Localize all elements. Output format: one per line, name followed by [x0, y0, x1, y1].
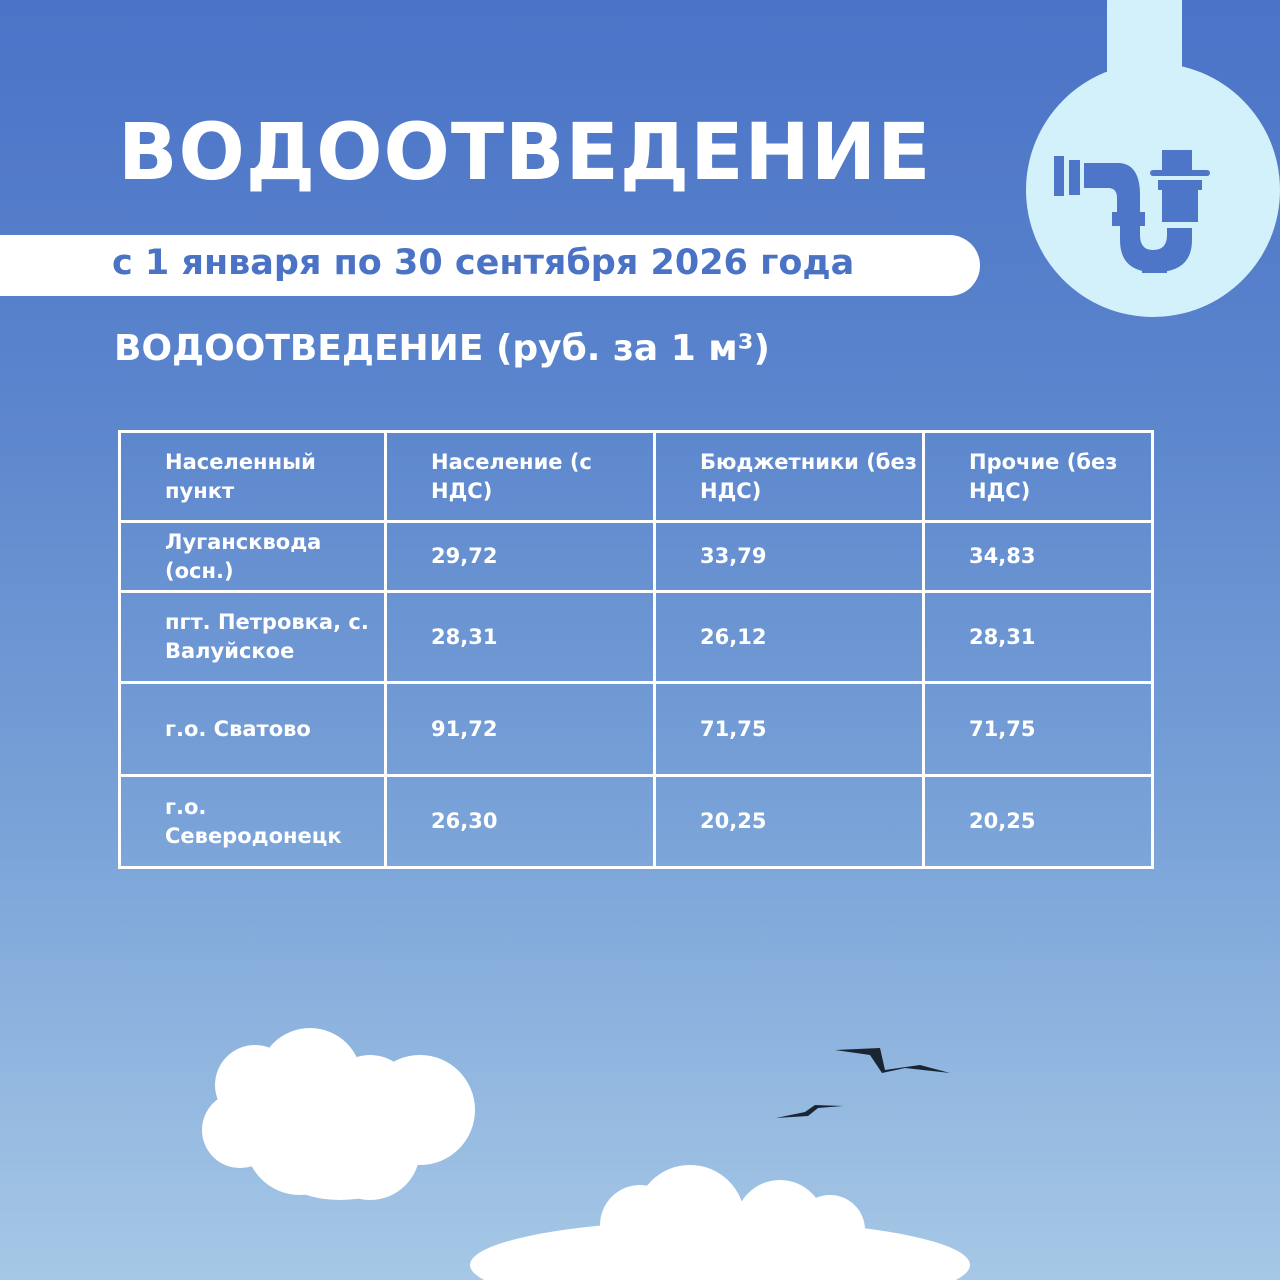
page-title: ВОДООТВЕДЕНИЕ [118, 108, 932, 198]
header-cell: Населенный пункт [118, 430, 387, 523]
tariff-table: Населенный пункт Население (с НДС) Бюдже… [118, 430, 1154, 869]
value-cell: 34,83 [922, 520, 1154, 593]
value-cell: 28,31 [922, 590, 1154, 684]
cloud-left [202, 1028, 475, 1200]
bird-icon [776, 1105, 843, 1118]
header-cell: Прочие (без НДС) [922, 430, 1154, 523]
value-cell: 71,75 [653, 681, 925, 777]
locality-cell: Лугансквода (осн.) [118, 520, 387, 593]
locality-cell: г.о. Сватово [118, 681, 387, 777]
value-cell: 33,79 [653, 520, 925, 593]
sink-pipe-icon [1020, 0, 1280, 330]
value-cell: 71,75 [922, 681, 1154, 777]
table-row: г.о. Сватово 91,72 71,75 71,75 [118, 681, 1154, 777]
value-cell: 26,12 [653, 590, 925, 684]
value-cell: 28,31 [384, 590, 656, 684]
period-text: с 1 января по 30 сентября 2026 года [112, 243, 855, 283]
table-row: г.о. Северодонецк 26,30 20,25 20,25 [118, 774, 1154, 869]
locality-cell: пгт. Петровка, с. Валуйское [118, 590, 387, 684]
value-cell: 91,72 [384, 681, 656, 777]
header-cell: Население (с НДС) [384, 430, 656, 523]
header-cell: Бюджетники (без НДС) [653, 430, 925, 523]
table-caption: ВОДООТВЕДЕНИЕ (руб. за 1 м³) [114, 328, 770, 369]
value-cell: 29,72 [384, 520, 656, 593]
value-cell: 20,25 [653, 774, 925, 869]
value-cell: 20,25 [922, 774, 1154, 869]
table-header-row: Населенный пункт Население (с НДС) Бюдже… [118, 430, 1154, 523]
bird-icon [835, 1048, 950, 1073]
table-row: пгт. Петровка, с. Валуйское 28,31 26,12 … [118, 590, 1154, 684]
period-banner: с 1 января по 30 сентября 2026 года [0, 235, 980, 296]
table-row: Лугансквода (осн.) 29,72 33,79 34,83 [118, 520, 1154, 593]
value-cell: 26,30 [384, 774, 656, 869]
cloud-bottom [470, 1165, 970, 1280]
locality-cell: г.о. Северодонецк [118, 774, 387, 869]
